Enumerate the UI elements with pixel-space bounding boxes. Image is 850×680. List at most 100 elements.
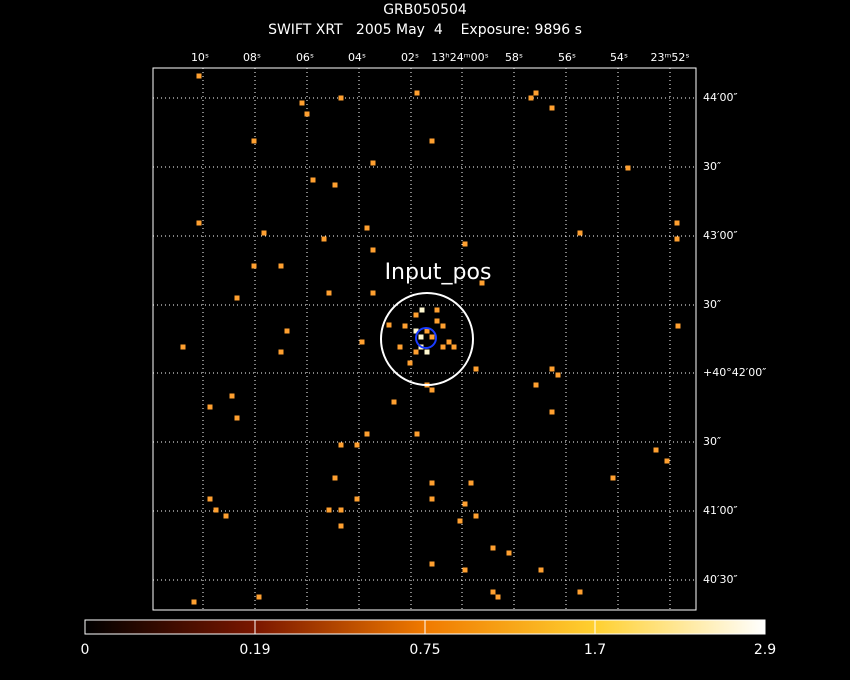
pixel [284, 328, 290, 334]
ra-label: 02ˢ [401, 51, 419, 64]
pixel [528, 95, 534, 101]
pixel [354, 496, 360, 502]
pixel [675, 323, 681, 329]
pixel [338, 442, 344, 448]
ra-label: 56ˢ [558, 51, 576, 64]
pixel [434, 318, 440, 324]
ra-label: 04ˢ [348, 51, 366, 64]
pixel [370, 290, 376, 296]
pixel [213, 507, 219, 513]
ra-label: 54ˢ [610, 51, 628, 64]
pixel [457, 518, 463, 524]
pixel [479, 280, 485, 286]
pixel [321, 236, 327, 242]
pixel [533, 90, 539, 96]
position-label: Input_pos [385, 260, 492, 285]
ra-label: 13ʰ24ᵐ00ˢ [431, 51, 488, 64]
photon-pixels [180, 73, 681, 605]
pixel [370, 247, 376, 253]
pixel [577, 589, 583, 595]
pixel [462, 501, 468, 507]
source-region [380, 292, 474, 386]
pixel [462, 241, 468, 247]
colorbar-label: 0 [81, 642, 90, 658]
pixel [180, 344, 186, 350]
pixel [326, 507, 332, 513]
pixel [653, 447, 659, 453]
pixel [473, 366, 479, 372]
pixel [429, 387, 435, 393]
pixel [473, 513, 479, 519]
pixel [413, 312, 419, 318]
observation-info: SWIFT XRT 2005 May 4 Exposure: 9896 s [268, 22, 582, 38]
ra-label: 06ˢ [296, 51, 314, 64]
pixel [310, 177, 316, 183]
ra-label: 23ᵐ52ˢ [651, 51, 690, 64]
ra-label: 58ˢ [505, 51, 523, 64]
pixel [332, 475, 338, 481]
pixel [402, 323, 408, 329]
pixel [549, 105, 555, 111]
pixel [451, 344, 457, 350]
pixel [506, 550, 512, 556]
pixel [414, 90, 420, 96]
pixel [278, 349, 284, 355]
pixel [549, 409, 555, 415]
pixel [364, 431, 370, 437]
pixel [229, 393, 235, 399]
pixel [429, 561, 435, 567]
pixel [429, 496, 435, 502]
pixel [391, 399, 397, 405]
dec-label: 30″ [703, 435, 721, 448]
pixel [234, 295, 240, 301]
pixel [414, 431, 420, 437]
pixel [364, 225, 370, 231]
pixel [207, 496, 213, 502]
dec-label: 43′00″ [703, 229, 738, 242]
pixel [397, 344, 403, 350]
pixel [490, 545, 496, 551]
pixel [577, 230, 583, 236]
dec-label: 40′30″ [703, 573, 738, 586]
pixel [196, 73, 202, 79]
pixel [278, 263, 284, 269]
ra-label: 10ˢ [191, 51, 209, 64]
pixel [256, 594, 262, 600]
dec-label: 30″ [703, 160, 721, 173]
pixel [674, 236, 680, 242]
pixel [223, 513, 229, 519]
pixel [462, 567, 468, 573]
pixel [418, 334, 424, 340]
pixel [495, 594, 501, 600]
pixel [664, 458, 670, 464]
pixel [370, 160, 376, 166]
pixel [338, 523, 344, 529]
pixel [326, 290, 332, 296]
pixel [446, 339, 452, 345]
pixel [407, 360, 413, 366]
colorbar-label: 1.7 [584, 642, 606, 658]
pixel [413, 328, 419, 334]
pixel [196, 220, 202, 226]
pixel [191, 599, 197, 605]
pixel [538, 567, 544, 573]
pixel [251, 263, 257, 269]
object-title: GRB050504 [383, 2, 467, 18]
pixel [359, 339, 365, 345]
dec-label: 30″ [703, 298, 721, 311]
pixel [468, 480, 474, 486]
colorbar-labels: 0 0.19 0.75 1.7 2.9 [81, 642, 777, 658]
pixel [610, 475, 616, 481]
pixel [440, 323, 446, 329]
pixel [338, 95, 344, 101]
pixel [304, 111, 310, 117]
pixel [299, 100, 305, 106]
colorbar-label: 0.75 [409, 642, 440, 658]
pixel [354, 442, 360, 448]
pixel [549, 366, 555, 372]
pixel [234, 415, 240, 421]
frame [152, 67, 697, 611]
ra-label: 08ˢ [243, 51, 261, 64]
